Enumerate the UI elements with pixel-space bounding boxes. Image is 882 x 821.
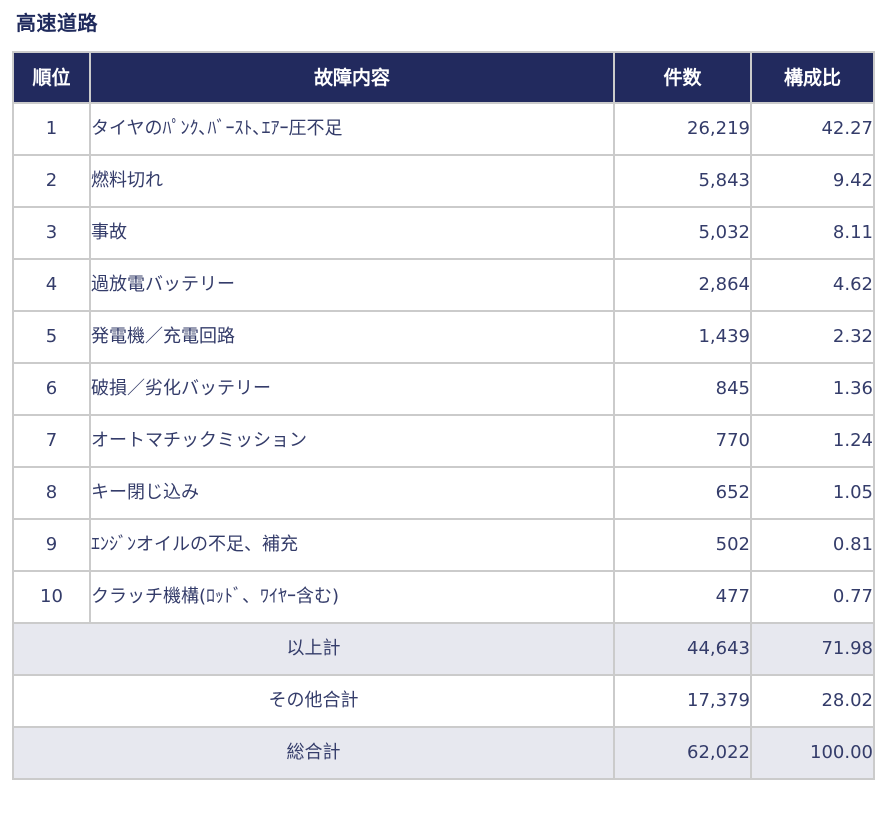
rank-cell: 1 [12,102,91,156]
ratio-cell: 9.42 [750,154,875,208]
header-description: 故障内容 [89,51,615,104]
description-cell: 発電機／充電回路 [89,310,615,364]
count-cell: 5,843 [613,154,752,208]
count-cell: 2,864 [613,258,752,312]
description-cell: オートマチックミッション [89,414,615,468]
ratio-cell: 4.62 [750,258,875,312]
others-total-count: 17,379 [613,674,752,728]
count-cell: 502 [613,518,752,572]
ratio-cell: 1.36 [750,362,875,416]
header-count: 件数 [613,51,752,104]
ratio-cell: 1.24 [750,414,875,468]
rank-cell: 7 [12,414,91,468]
count-cell: 770 [613,414,752,468]
table-row: 1 タイヤのﾊﾟﾝｸ､ﾊﾞｰｽﾄ､ｴｱｰ圧不足 26,219 42.27 [12,102,875,156]
rank-cell: 2 [12,154,91,208]
description-cell: 破損／劣化バッテリー [89,362,615,416]
ratio-cell: 1.05 [750,466,875,520]
ratio-cell: 42.27 [750,102,875,156]
table-row: 3 事故 5,032 8.11 [12,206,875,260]
table-row: 2 燃料切れ 5,843 9.42 [12,154,875,208]
subtotal-label: 以上計 [12,622,615,676]
description-cell: ｴﾝｼﾞﾝオイルの不足、補充 [89,518,615,572]
rank-cell: 9 [12,518,91,572]
others-total-label: その他合計 [12,674,615,728]
ratio-cell: 2.32 [750,310,875,364]
description-cell: タイヤのﾊﾟﾝｸ､ﾊﾞｰｽﾄ､ｴｱｰ圧不足 [89,102,615,156]
ratio-cell: 0.77 [750,570,875,624]
subtotal-row: 以上計 44,643 71.98 [12,622,875,676]
table-row: 6 破損／劣化バッテリー 845 1.36 [12,362,875,416]
page-title: 高速道路 [16,11,98,35]
description-cell: キー閉じ込み [89,466,615,520]
description-cell: 燃料切れ [89,154,615,208]
count-cell: 652 [613,466,752,520]
ratio-cell: 8.11 [750,206,875,260]
table-row: 10 クラッチ機構(ﾛｯﾄﾞ、ﾜｲﾔｰ含む) 477 0.77 [12,570,875,624]
count-cell: 26,219 [613,102,752,156]
table-row: 8 キー閉じ込み 652 1.05 [12,466,875,520]
grand-total-ratio: 100.00 [750,726,875,780]
subtotal-ratio: 71.98 [750,622,875,676]
table-row: 9 ｴﾝｼﾞﾝオイルの不足、補充 502 0.81 [12,518,875,572]
others-total-row: その他合計 17,379 28.02 [12,674,875,728]
rank-cell: 3 [12,206,91,260]
table-row: 5 発電機／充電回路 1,439 2.32 [12,310,875,364]
rank-cell: 10 [12,570,91,624]
rank-cell: 4 [12,258,91,312]
grand-total-label: 総合計 [12,726,615,780]
table-header-row: 順位 故障内容 件数 構成比 [12,51,875,104]
count-cell: 5,032 [613,206,752,260]
count-cell: 1,439 [613,310,752,364]
rank-cell: 8 [12,466,91,520]
ratio-cell: 0.81 [750,518,875,572]
breakdown-cause-table: 順位 故障内容 件数 構成比 1 タイヤのﾊﾟﾝｸ､ﾊﾞｰｽﾄ､ｴｱｰ圧不足 2… [12,51,875,780]
others-total-ratio: 28.02 [750,674,875,728]
description-cell: クラッチ機構(ﾛｯﾄﾞ、ﾜｲﾔｰ含む) [89,570,615,624]
rank-cell: 6 [12,362,91,416]
count-cell: 477 [613,570,752,624]
subtotal-count: 44,643 [613,622,752,676]
count-cell: 845 [613,362,752,416]
grand-total-row: 総合計 62,022 100.00 [12,726,875,780]
table-row: 7 オートマチックミッション 770 1.24 [12,414,875,468]
description-cell: 事故 [89,206,615,260]
table-row: 4 過放電バッテリー 2,864 4.62 [12,258,875,312]
header-ratio: 構成比 [750,51,875,104]
header-rank: 順位 [12,51,91,104]
grand-total-count: 62,022 [613,726,752,780]
rank-cell: 5 [12,310,91,364]
description-cell: 過放電バッテリー [89,258,615,312]
